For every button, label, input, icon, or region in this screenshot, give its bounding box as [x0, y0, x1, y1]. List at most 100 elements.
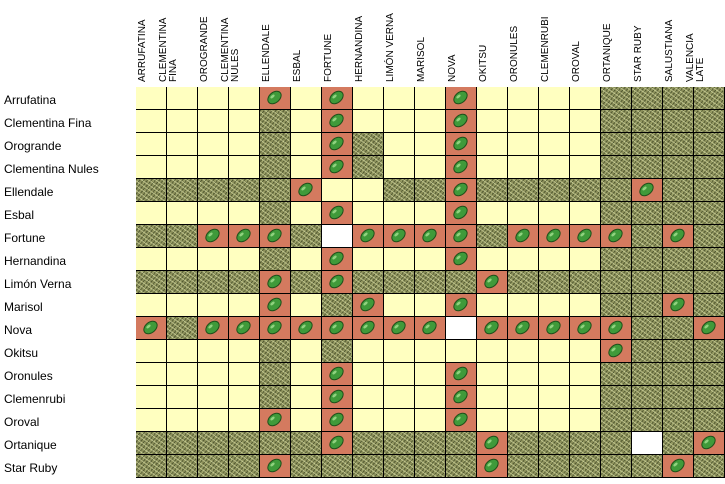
bean-icon — [484, 274, 499, 289]
matrix-cell — [167, 248, 198, 271]
bean-icon — [484, 435, 499, 450]
matrix-cell — [384, 133, 415, 156]
matrix-cell — [415, 133, 446, 156]
matrix-cell — [601, 455, 632, 478]
matrix-cell — [229, 248, 260, 271]
matrix-cell — [570, 271, 601, 294]
row-label: Oronules — [4, 369, 53, 383]
matrix-cell — [477, 225, 508, 248]
matrix-cell — [229, 225, 260, 248]
column-header-label: ARRUFATINA — [137, 19, 148, 82]
bean-icon — [267, 297, 282, 312]
matrix-cell — [632, 409, 663, 432]
matrix-cell — [632, 294, 663, 317]
matrix-cell — [508, 179, 539, 202]
matrix-cell — [601, 317, 632, 340]
matrix-cell — [477, 87, 508, 110]
matrix-cell — [694, 409, 725, 432]
matrix-cell — [477, 363, 508, 386]
matrix-cell — [384, 156, 415, 179]
matrix-cell — [229, 179, 260, 202]
matrix-cell — [353, 133, 384, 156]
matrix-cell — [539, 248, 570, 271]
matrix-cell — [136, 317, 167, 340]
matrix-cell — [663, 386, 694, 409]
matrix-cell — [229, 432, 260, 455]
matrix-cell — [198, 386, 229, 409]
matrix-cell — [291, 225, 322, 248]
matrix-cell — [353, 87, 384, 110]
matrix-cell — [260, 179, 291, 202]
bean-icon — [453, 389, 468, 404]
column-header-label: HERNANDINA — [354, 15, 365, 82]
matrix-cell — [322, 363, 353, 386]
matrix-cell — [353, 409, 384, 432]
matrix-cell — [322, 432, 353, 455]
matrix-cell — [694, 156, 725, 179]
matrix-cell — [694, 248, 725, 271]
matrix-cell — [415, 386, 446, 409]
matrix-cell — [384, 386, 415, 409]
matrix-cell — [291, 156, 322, 179]
matrix-cell — [260, 133, 291, 156]
matrix-cell — [198, 202, 229, 225]
matrix-cell — [601, 156, 632, 179]
matrix-cell — [632, 248, 663, 271]
matrix-cell — [508, 432, 539, 455]
matrix-cell — [322, 248, 353, 271]
column-header: VALENCIA LATE — [685, 0, 725, 84]
matrix-cell — [632, 432, 663, 455]
matrix-cell — [570, 455, 601, 478]
column-header-label: STAR RUBY — [633, 25, 644, 83]
matrix-cell — [570, 386, 601, 409]
row-label: Ellendale — [4, 185, 54, 199]
column-header-label: OROVAL — [571, 41, 582, 82]
matrix-cell — [601, 202, 632, 225]
matrix-cell — [539, 363, 570, 386]
matrix-cell — [508, 455, 539, 478]
bean-icon — [670, 297, 685, 312]
matrix-cell — [198, 340, 229, 363]
bean-icon — [484, 458, 499, 473]
bean-icon — [360, 297, 375, 312]
matrix-cell — [384, 225, 415, 248]
matrix-cell — [632, 179, 663, 202]
matrix-cell — [322, 340, 353, 363]
matrix-cell — [477, 179, 508, 202]
matrix-cell — [167, 271, 198, 294]
matrix-cell — [601, 363, 632, 386]
matrix-cell — [508, 248, 539, 271]
bean-icon — [453, 297, 468, 312]
matrix-cell — [601, 340, 632, 363]
matrix-cell — [384, 317, 415, 340]
matrix-cell — [260, 294, 291, 317]
bean-icon — [329, 136, 344, 151]
bean-icon — [577, 320, 592, 335]
matrix-cell — [136, 386, 167, 409]
matrix-cell — [322, 409, 353, 432]
matrix-cell — [353, 432, 384, 455]
bean-icon — [360, 228, 375, 243]
matrix-cell — [570, 133, 601, 156]
matrix-cell — [260, 363, 291, 386]
matrix-cell — [198, 156, 229, 179]
matrix-cell — [508, 202, 539, 225]
matrix-cell — [694, 179, 725, 202]
matrix-cell — [663, 156, 694, 179]
matrix-cell — [415, 409, 446, 432]
matrix-cell — [570, 87, 601, 110]
row-label: Clementina Nules — [4, 162, 99, 176]
bean-icon — [546, 320, 561, 335]
row-label: Clemenrubi — [4, 392, 66, 406]
matrix-cell — [136, 432, 167, 455]
matrix-cell — [353, 317, 384, 340]
matrix-cell — [539, 156, 570, 179]
matrix-cell — [539, 409, 570, 432]
bean-icon — [143, 320, 158, 335]
matrix-cell — [384, 409, 415, 432]
matrix-cell — [446, 156, 477, 179]
matrix-cell — [136, 110, 167, 133]
matrix-cell — [694, 363, 725, 386]
bean-icon — [329, 412, 344, 427]
matrix-cell — [291, 386, 322, 409]
